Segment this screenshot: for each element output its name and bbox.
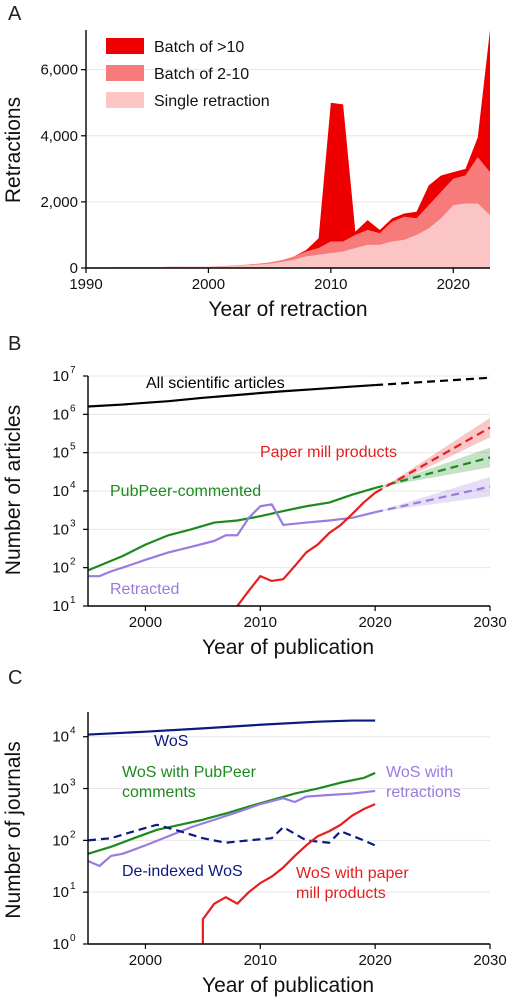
- legend-label-batch-of-2-10: Batch of 2-10: [154, 66, 249, 83]
- y-tick-label: 10: [52, 832, 69, 849]
- line-all-scientific-articles: [87, 383, 376, 408]
- y-tick-label: 4,000: [40, 128, 78, 145]
- x-tick-label: 2020: [358, 614, 391, 631]
- x-tick-label: 2010: [244, 952, 277, 969]
- panel-b-ylabel: Number of articles: [2, 405, 25, 575]
- panel-b-xlabel: Year of publication: [202, 636, 374, 659]
- x-tick-label: 2000: [129, 952, 162, 969]
- band-retracted: [375, 476, 490, 513]
- annotation-wos-with-pubpeer: WoS with PubPeer: [122, 764, 257, 781]
- x-tick-label: 2010: [244, 614, 277, 631]
- panel-b-lines: [87, 376, 491, 607]
- y-tick-exponent: 1: [70, 595, 76, 606]
- legend-swatch-batch-of-2-10: [106, 65, 144, 81]
- y-tick-exponent: 1: [70, 881, 76, 892]
- line-wos-with-pubpeer-comments: [87, 771, 376, 855]
- y-tick-exponent: 4: [70, 726, 76, 737]
- legend-label-single-retraction: Single retraction: [154, 93, 270, 110]
- x-tick-label: 2020: [358, 952, 391, 969]
- y-tick-label: 10: [52, 483, 69, 500]
- panel-b-label: B: [8, 333, 21, 355]
- panel-a-ylabel: Retractions: [2, 97, 25, 203]
- projection-pubpeer-commented: [374, 456, 491, 490]
- x-tick-label: 2010: [314, 276, 347, 293]
- legend-swatch-batch-of-10: [106, 38, 144, 54]
- y-tick-label: 10: [52, 884, 69, 901]
- y-tick-label: 6,000: [40, 62, 78, 79]
- y-tick-exponent: 3: [70, 778, 76, 789]
- y-tick-exponent: 6: [70, 403, 76, 414]
- y-tick-exponent: 0: [70, 933, 76, 944]
- y-tick-label: 10: [52, 560, 69, 577]
- y-tick-label: 10: [52, 729, 69, 746]
- annotation-de-indexed-wos: De-indexed WoS: [122, 863, 243, 880]
- panel-a: A 1990 2000 2010 2020 0 2,000 4,000 6,000 Batch…: [2, 3, 490, 321]
- x-tick-label: 2000: [129, 614, 162, 631]
- y-tick-label: 10: [52, 406, 69, 423]
- line-wos-with-retractions: [87, 789, 376, 868]
- annotation-retracted: Retracted: [110, 581, 179, 598]
- annotation-wos: WoS: [154, 733, 188, 750]
- panel-a-legend: Batch of >10 Batch of 2-10 Single retracti…: [106, 38, 270, 110]
- annotation-paper-mill-products: Paper mill products: [260, 444, 397, 461]
- line-de-indexed-wos: [87, 823, 376, 847]
- y-tick-exponent: 2: [70, 829, 76, 840]
- y-tick-exponent: 2: [70, 557, 76, 568]
- annotation-all-scientific-articles: All scientific articles: [146, 375, 285, 392]
- panel-c-ylabel: Number of journals: [2, 741, 25, 918]
- x-tick-label: 2020: [437, 276, 470, 293]
- y-tick-label: 10: [52, 598, 69, 615]
- panel-a-xlabel: Year of retraction: [208, 298, 367, 321]
- y-tick-label: 0: [70, 260, 78, 277]
- area-single-retraction: [86, 203, 490, 268]
- y-tick-exponent: 5: [70, 442, 76, 453]
- band-paper-mill-products: [375, 417, 490, 493]
- annotation-mill-products: mill products: [296, 885, 386, 902]
- line-retracted: [88, 503, 376, 578]
- annotation-comments: comments: [122, 784, 196, 801]
- annotation-retractions: retractions: [386, 784, 461, 801]
- panel-c-xlabel: Year of publication: [202, 974, 374, 997]
- panel-c-label: C: [8, 667, 22, 689]
- y-tick-exponent: 7: [70, 365, 76, 376]
- y-tick-label: 10: [52, 936, 69, 953]
- annotation-wos-with: WoS with: [386, 764, 453, 781]
- projection-paper-mill-products: [374, 426, 491, 494]
- x-tick-label: 2000: [192, 276, 225, 293]
- y-tick-label: 10: [52, 781, 69, 798]
- panel-a-label: A: [8, 3, 22, 25]
- y-tick-exponent: 3: [70, 518, 76, 529]
- panel-c-lines: [87, 719, 376, 944]
- line-wos: [87, 719, 376, 736]
- y-tick-label: 10: [52, 521, 69, 538]
- band-pubpeer-commented: [375, 447, 490, 488]
- x-tick-label: 1990: [69, 276, 102, 293]
- x-tick-label: 2030: [473, 952, 506, 969]
- area-batch-of-2-10: [86, 157, 490, 268]
- projection-all-scientific-articles: [375, 376, 491, 387]
- line-pubpeer-commented: [87, 486, 376, 572]
- y-tick-label: 2,000: [40, 194, 78, 211]
- legend-label-batch-of-10: Batch of >10: [154, 39, 244, 56]
- y-tick-exponent: 4: [70, 480, 76, 491]
- y-tick-label: 10: [52, 368, 69, 385]
- annotation-pubpeer-commented: PubPeer-commented: [110, 483, 261, 500]
- legend-swatch-single-retraction: [106, 92, 144, 108]
- x-tick-label: 2030: [473, 614, 506, 631]
- line-paper-mill-products: [236, 491, 376, 607]
- projection-retracted: [374, 485, 491, 514]
- panel-a-areas: [86, 30, 490, 268]
- y-tick-label: 10: [52, 445, 69, 462]
- annotation-wos-with-paper: WoS with paper: [296, 865, 409, 882]
- line-wos-with-paper-mill-products: [201, 803, 376, 944]
